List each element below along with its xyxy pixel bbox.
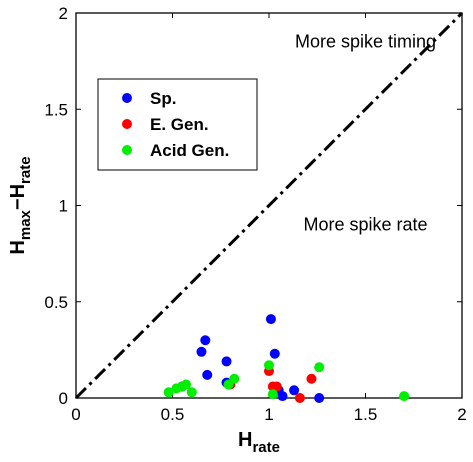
y-axis-label-main2: H [7,184,29,198]
y-axis-label-sub1: max [17,209,34,240]
annotation-spike-rate: More spike rate [303,215,427,235]
annotation-spike-timing: More spike timing [295,32,436,52]
point-acid-gen [314,362,325,373]
legend-label-e-gen: E. Gen. [150,115,209,134]
point-acid-gen [186,387,197,398]
y-tick-label: 1.5 [44,100,68,119]
point-sp [221,356,232,367]
legend-marker-sp [122,93,132,103]
y-axis-label-dash: − [7,198,29,210]
point-acid-gen [181,379,192,390]
y-tick-label: 1 [59,197,68,216]
point-acid-gen [229,373,240,384]
legend-marker-e-gen [122,119,132,129]
point-acid-gen [399,391,410,402]
point-sp [200,335,211,346]
x-axis-label-sub: rate [252,439,280,456]
legend: Sp. E. Gen. Acid Gen. [97,78,258,171]
y-tick-label: 0.5 [44,293,68,312]
y-tick-label: 0 [59,389,68,408]
x-tick-label: 1.5 [354,405,378,424]
point-sp [269,348,280,359]
y-tick-label: 2 [59,4,68,23]
data-points [163,314,410,403]
point-sp [196,346,207,357]
axis-ticks: 0 0.5 1 1.5 2 0 0.5 1 1.5 2 [44,4,466,424]
point-sp [265,314,276,325]
point-sp [289,385,300,396]
x-tick-label: 2 [457,405,466,424]
point-sp [202,369,213,380]
point-acid-gen [264,360,274,371]
point-acid-gen [163,387,174,398]
y-axis-label-main1: H [7,240,29,254]
legend-marker-acid-gen [122,145,132,155]
x-tick-label: 1 [264,405,273,424]
legend-label-sp: Sp. [150,89,176,108]
y-axis-label: Hmax−Hrate [7,156,34,254]
point-e-gen [306,373,317,384]
x-axis-label: Hrate [238,429,280,456]
x-tick-label: 0 [71,405,80,424]
y-axis-label-sub2: rate [17,156,34,184]
point-sp [277,391,288,402]
point-e-gen [271,381,282,392]
x-tick-label: 0.5 [161,405,185,424]
point-e-gen [294,393,305,403]
point-sp [314,393,325,403]
reference-line [74,11,464,400]
x-axis-label-main: H [238,429,252,451]
legend-label-acid-gen: Acid Gen. [150,141,229,160]
point-acid-gen [267,389,278,400]
